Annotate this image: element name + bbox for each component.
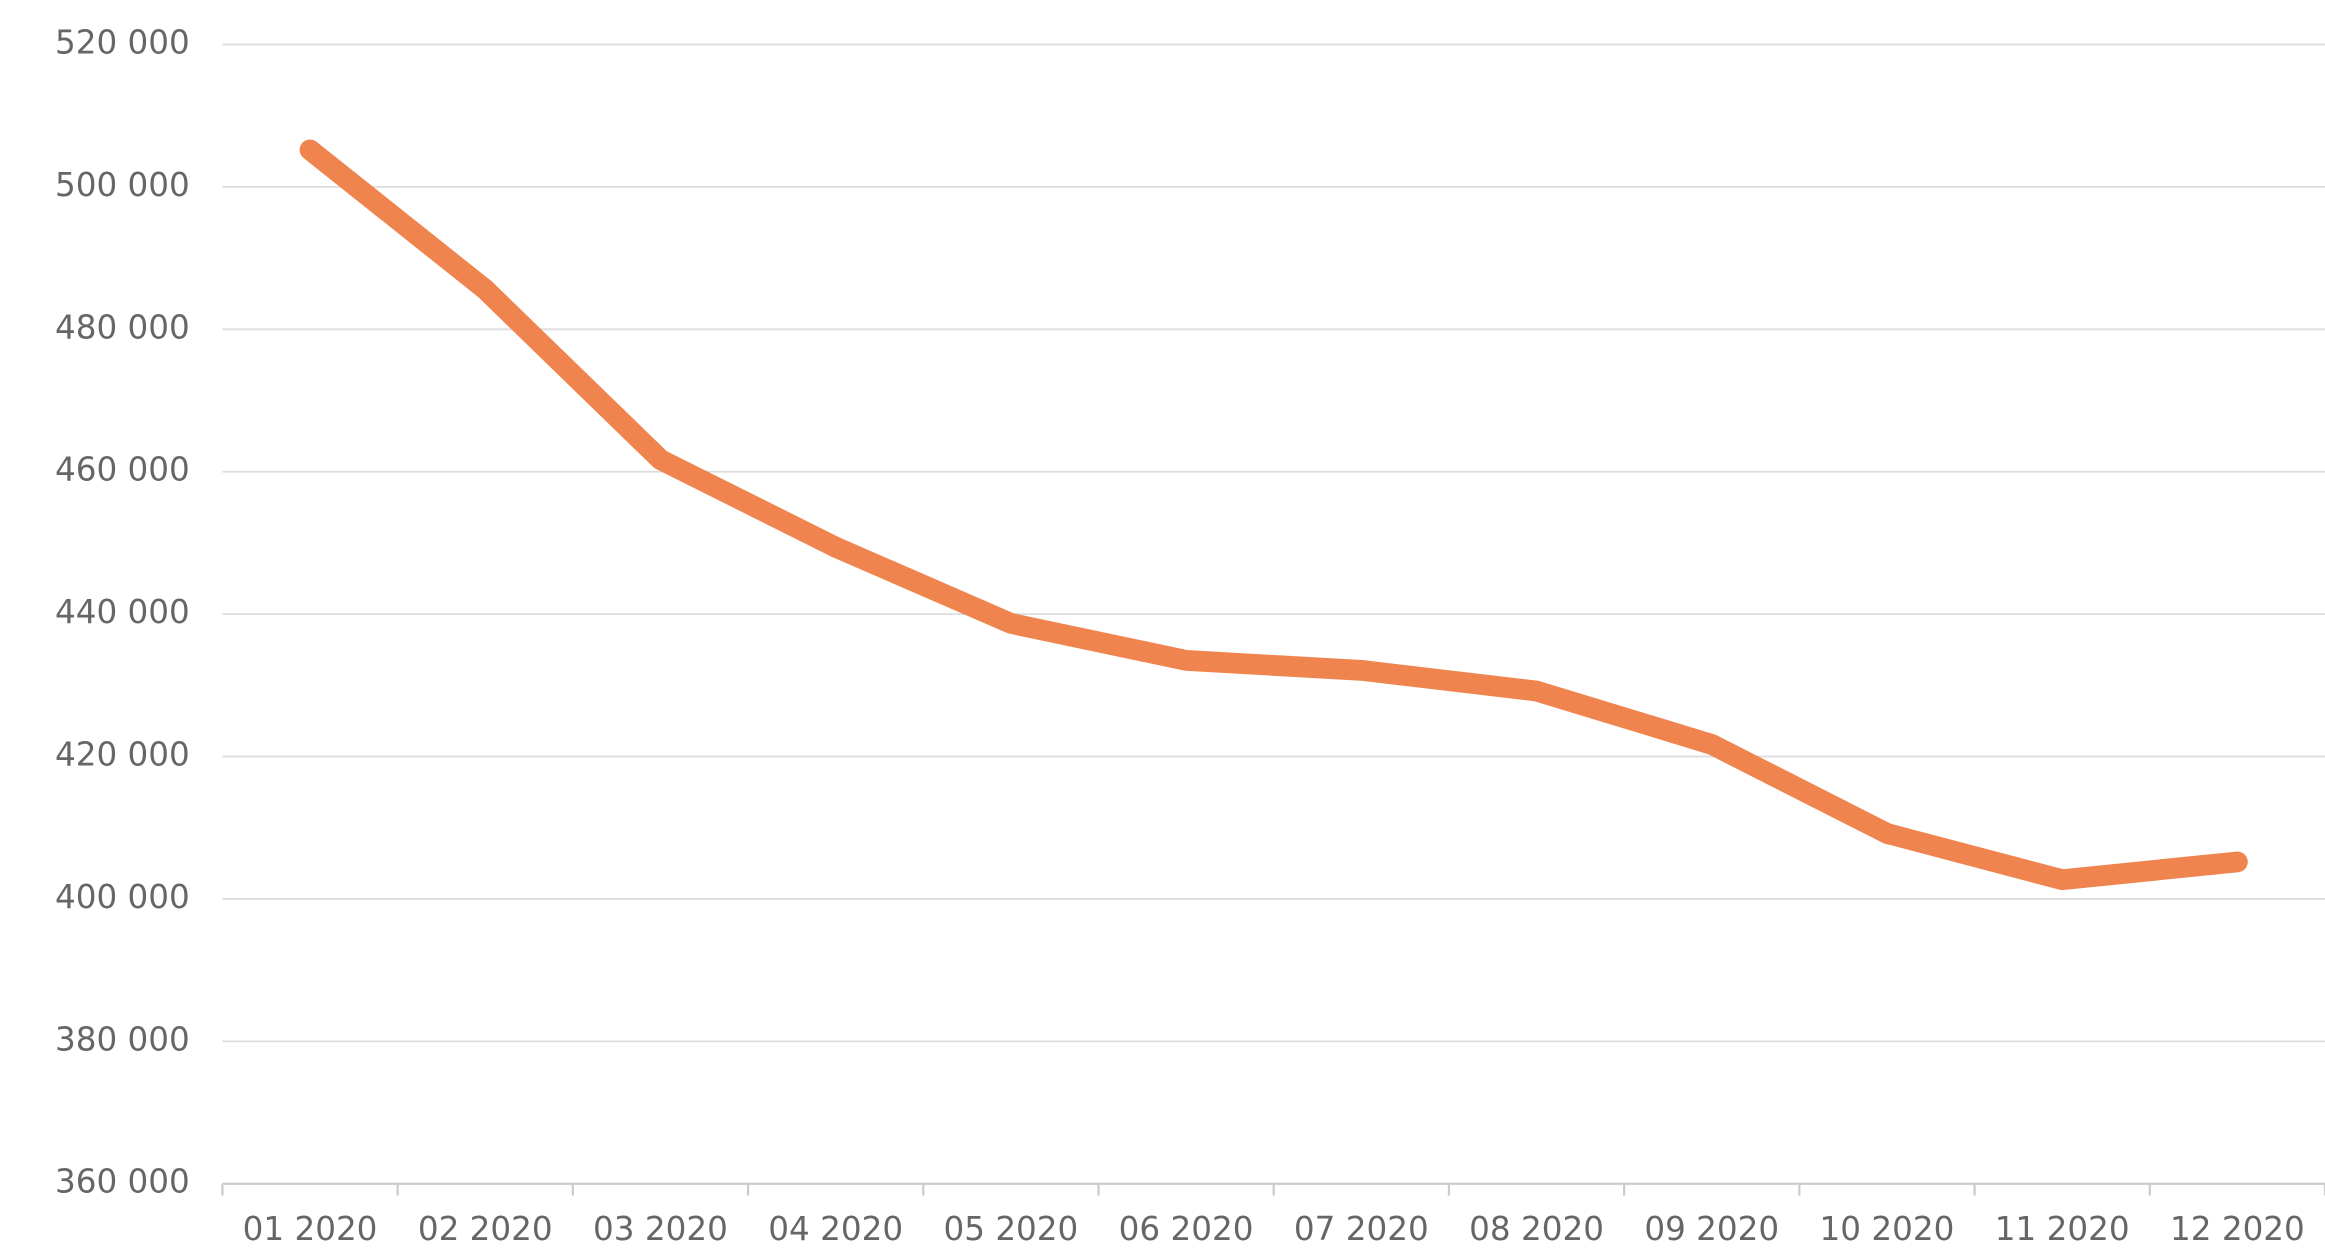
x-tick-label: 05 2020	[943, 1210, 1078, 1248]
x-tick-label: 02 2020	[418, 1210, 553, 1248]
x-tick-label: 10 2020	[1820, 1210, 1955, 1248]
y-tick-label: 520 000	[55, 23, 190, 61]
x-tick-label: 04 2020	[768, 1210, 903, 1248]
x-tick-label: 08 2020	[1469, 1210, 1604, 1248]
y-tick-label: 440 000	[55, 593, 190, 631]
x-tick-label: 09 2020	[1644, 1210, 1779, 1248]
y-tick-label: 420 000	[55, 736, 190, 774]
y-tick-label: 460 000	[55, 451, 190, 489]
x-tick-label: 01 2020	[243, 1210, 378, 1248]
x-tick-label: 12 2020	[2170, 1210, 2305, 1248]
y-tick-label: 360 000	[55, 1163, 190, 1201]
y-tick-label: 380 000	[55, 1020, 190, 1058]
y-tick-label: 400 000	[55, 878, 190, 916]
y-tick-label: 480 000	[55, 308, 190, 346]
data-line	[299, 139, 2248, 891]
x-tick-label: 06 2020	[1119, 1210, 1254, 1248]
x-tick-label: 11 2020	[1995, 1210, 2130, 1248]
y-tick-label: 500 000	[55, 166, 190, 204]
x-tick-label: 07 2020	[1294, 1210, 1429, 1248]
x-tick-label: 03 2020	[593, 1210, 728, 1248]
